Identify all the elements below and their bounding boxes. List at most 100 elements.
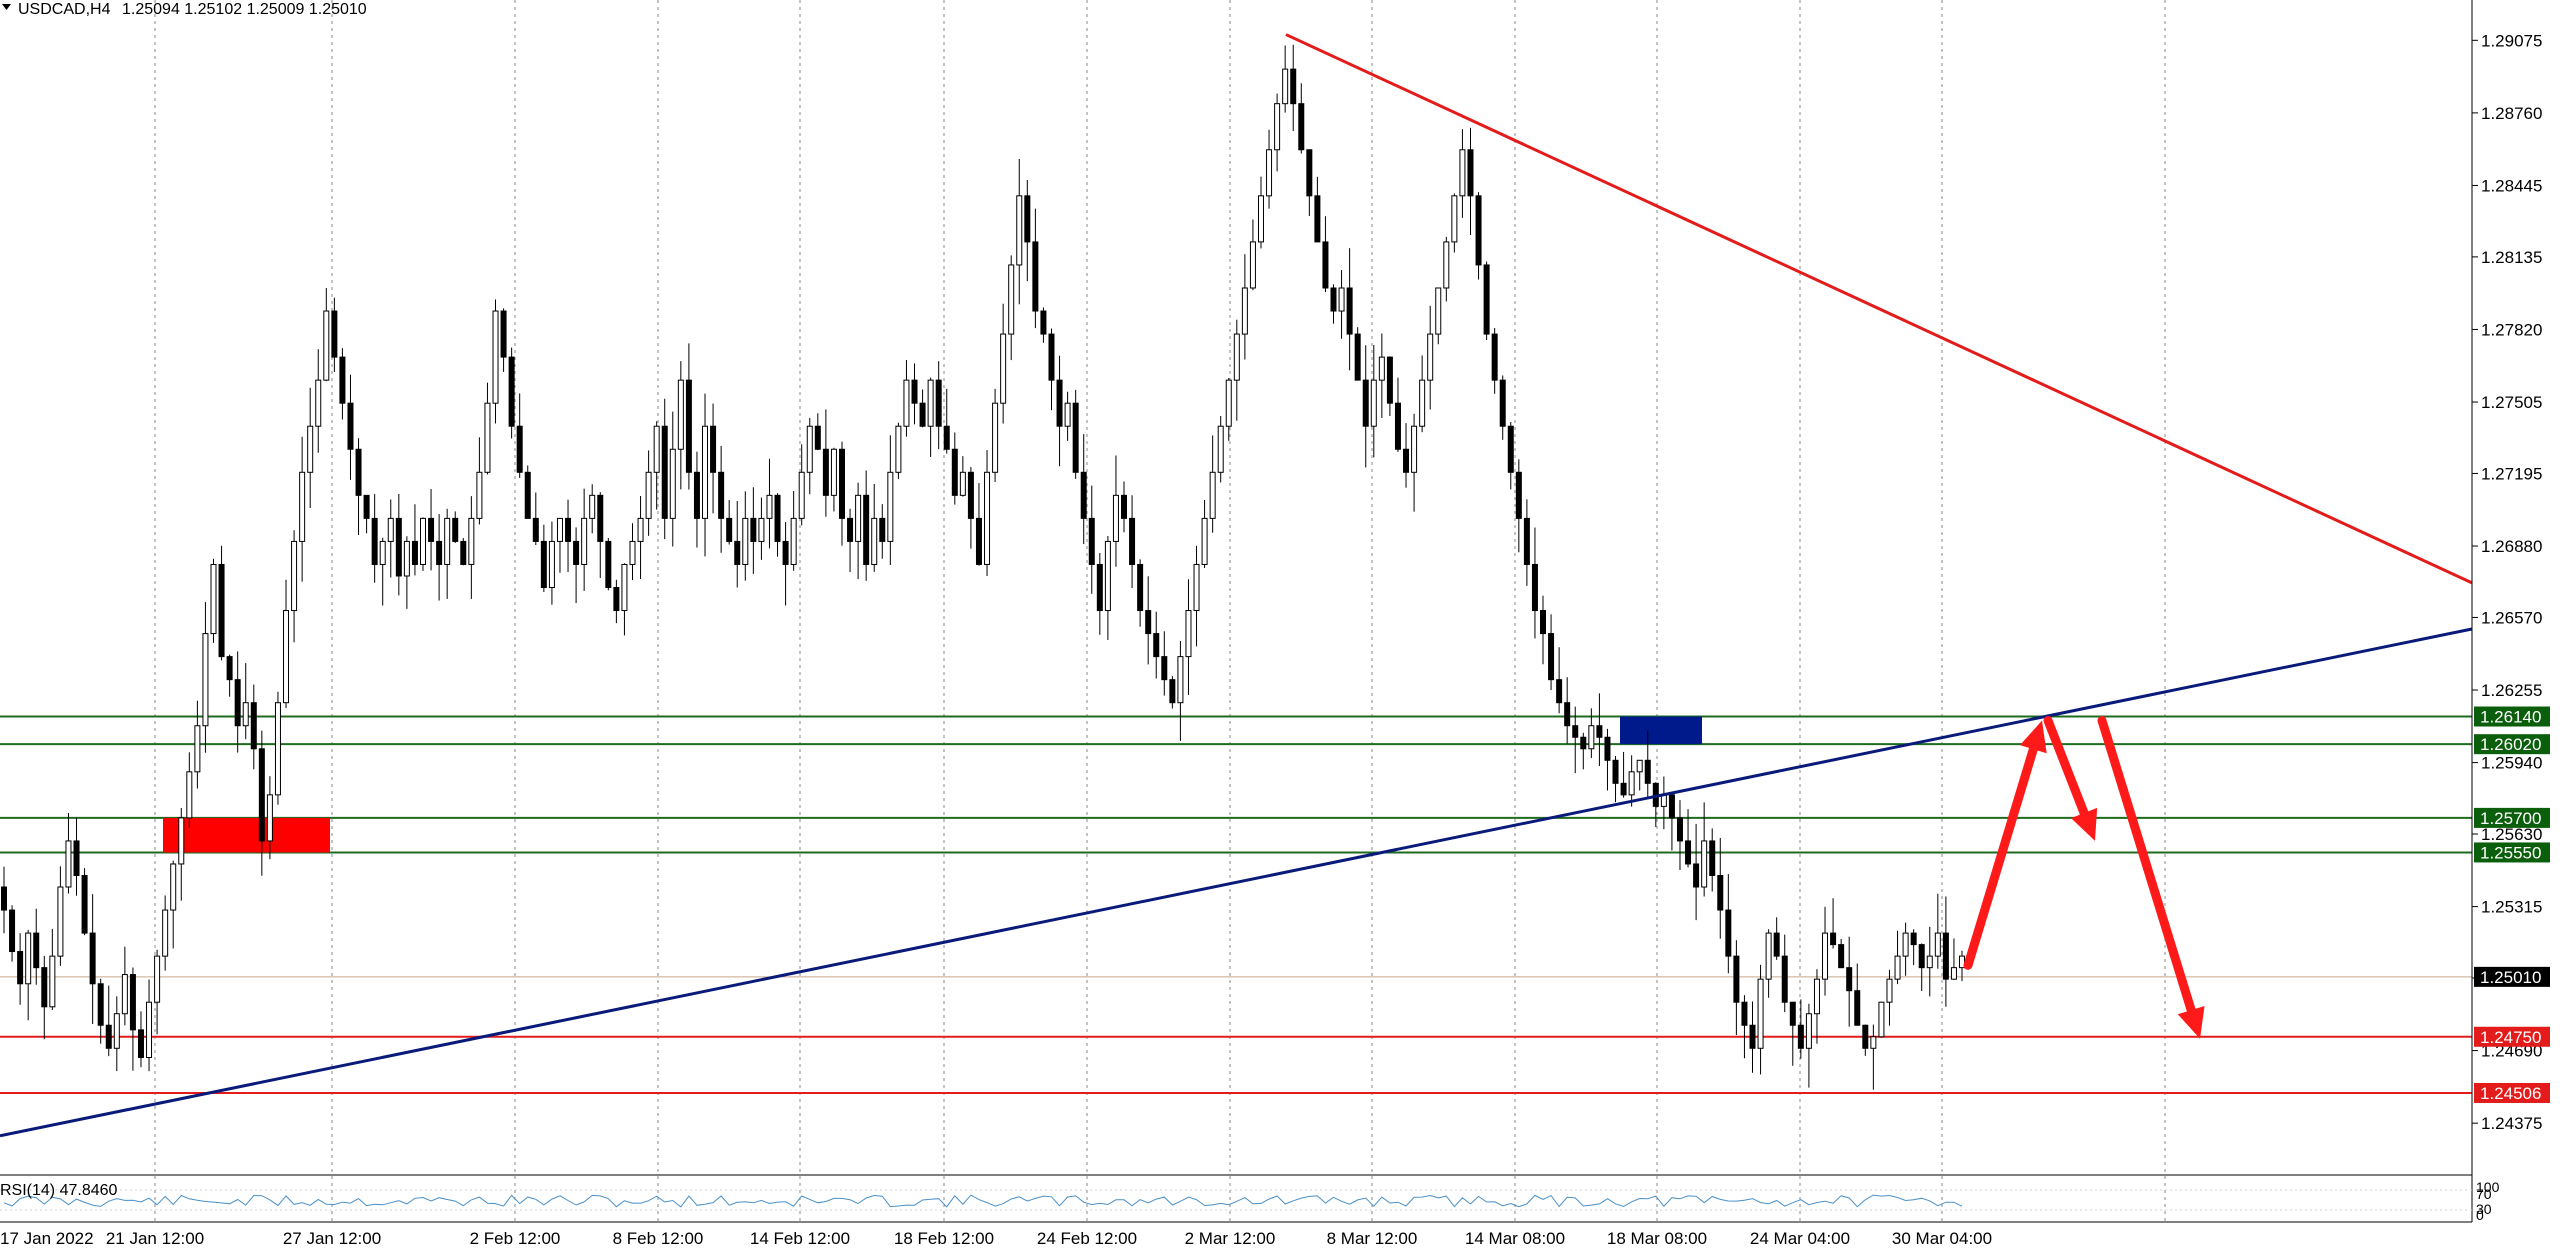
y-tick-label: 1.28445 xyxy=(2481,176,2542,195)
candle-bull xyxy=(323,310,330,381)
candle-bull xyxy=(1950,967,1957,980)
x-tick-label: 18 Mar 08:00 xyxy=(1607,1229,1707,1248)
candle-bear xyxy=(532,517,539,542)
x-tick-label: 2 Mar 12:00 xyxy=(1185,1229,1276,1248)
candle-bear xyxy=(81,874,88,934)
candle-bull xyxy=(476,471,483,519)
triangle-down-icon[interactable] xyxy=(2,4,11,10)
candle-bear xyxy=(935,379,942,427)
candle-bear xyxy=(774,494,781,542)
candle-bear xyxy=(1032,241,1039,312)
candle-bull xyxy=(1805,1013,1812,1049)
ascending-trendline xyxy=(0,627,2473,1138)
candle-bear xyxy=(1846,967,1853,992)
candle-bear xyxy=(605,540,612,588)
candle-bear xyxy=(516,425,523,473)
y-tick-label: 1.28135 xyxy=(2481,248,2542,267)
candle-bull xyxy=(419,517,426,565)
candle-bull xyxy=(903,379,910,427)
level-label: 1.26020 xyxy=(2480,735,2541,754)
candle-bear xyxy=(1346,287,1353,335)
arrow-shaft xyxy=(2043,716,2089,818)
candle-bear xyxy=(1507,425,1514,473)
candle-bull xyxy=(556,517,563,542)
candle-bull xyxy=(1112,494,1119,542)
candle-bull xyxy=(242,702,249,727)
candle-bear xyxy=(41,967,48,1008)
candle-bull xyxy=(266,794,273,842)
candle-bull xyxy=(1282,68,1289,105)
candle-bear xyxy=(540,540,547,588)
candle-bear xyxy=(863,494,870,565)
candle-bull xyxy=(1451,195,1458,243)
candle-bear xyxy=(97,983,104,1026)
candle-bear xyxy=(371,517,378,565)
candle-bear xyxy=(919,402,926,427)
candle-bull xyxy=(1177,656,1184,704)
candle-bear xyxy=(1604,736,1611,761)
level-label-bg xyxy=(2474,706,2550,727)
candle-bear xyxy=(1676,817,1683,842)
candle-bull xyxy=(1016,195,1023,266)
candle-bear xyxy=(428,517,435,542)
y-tick-label: 1.27820 xyxy=(2481,320,2542,339)
candle-bear xyxy=(9,909,16,953)
candle-bull xyxy=(1249,241,1256,289)
candle-bear xyxy=(726,517,733,542)
candle-bull xyxy=(645,471,652,519)
candle-bear xyxy=(1797,1024,1804,1049)
candle-bear xyxy=(508,356,515,427)
candle-bull xyxy=(790,517,797,565)
candle-bear xyxy=(1620,782,1627,796)
candle-bull xyxy=(403,540,410,577)
candle-bear xyxy=(73,840,80,876)
candle-bull xyxy=(1193,563,1200,612)
x-tick-label: 30 Mar 04:00 xyxy=(1892,1229,1992,1248)
candle-bear xyxy=(1572,725,1579,738)
candle-bull xyxy=(984,471,991,565)
y-tick-label: 1.25630 xyxy=(2481,825,2542,844)
candle-bull xyxy=(927,379,934,427)
candle-bull xyxy=(766,494,773,519)
candle-bull xyxy=(1878,1001,1885,1038)
rsi-level-30: 30 xyxy=(2476,1201,2492,1217)
candle-bull xyxy=(1241,287,1248,335)
candle-bear xyxy=(258,748,265,842)
x-tick-label: 21 Jan 12:00 xyxy=(106,1229,204,1248)
candle-bear xyxy=(1942,932,1949,980)
candle-bull xyxy=(307,425,314,473)
candle-bear xyxy=(847,517,854,542)
candle-bear xyxy=(1910,932,1917,946)
x-tick-label: 17 Jan 2022 xyxy=(0,1229,94,1248)
candle-bear xyxy=(1556,679,1563,704)
candle-bear xyxy=(460,540,467,565)
candle-bear xyxy=(814,425,821,450)
candle-bear xyxy=(1048,333,1055,381)
candle-bear xyxy=(524,471,531,519)
candle-bull xyxy=(1660,794,1667,807)
candle-bull xyxy=(830,448,837,496)
x-tick-label: 2 Feb 12:00 xyxy=(470,1229,561,1248)
candle-bear xyxy=(1386,356,1393,404)
candle-bull xyxy=(581,517,588,565)
candle-bull xyxy=(1435,287,1442,335)
candle-bull xyxy=(1338,287,1345,312)
candle-bull xyxy=(702,425,709,519)
candle-bear xyxy=(363,494,370,519)
projected-arrows xyxy=(1963,716,2205,1039)
candle-bull xyxy=(798,471,805,519)
candle-bull xyxy=(959,471,966,496)
candle-bear xyxy=(347,402,354,450)
x-tick-label: 14 Mar 08:00 xyxy=(1465,1229,1565,1248)
candle-bear xyxy=(1685,840,1692,865)
candle-bull xyxy=(1266,149,1273,197)
candle-bear xyxy=(967,471,974,519)
candle-bear xyxy=(1298,103,1305,151)
candle-bear xyxy=(1290,68,1297,105)
candle-bear xyxy=(105,1024,112,1049)
candle-bear xyxy=(1040,310,1047,335)
rsi-level-0: 0 xyxy=(2476,1207,2484,1223)
candle-bull xyxy=(1459,149,1466,197)
candle-bear xyxy=(17,951,24,985)
